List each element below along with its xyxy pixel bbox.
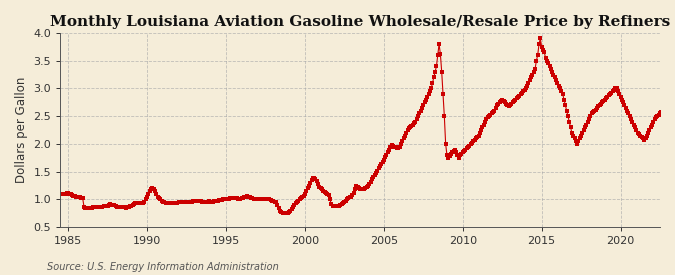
Y-axis label: Dollars per Gallon: Dollars per Gallon xyxy=(15,77,28,183)
Title: Monthly Louisiana Aviation Gasoline Wholesale/Resale Price by Refiners: Monthly Louisiana Aviation Gasoline Whol… xyxy=(50,15,670,29)
Text: Source: U.S. Energy Information Administration: Source: U.S. Energy Information Administ… xyxy=(47,262,279,272)
